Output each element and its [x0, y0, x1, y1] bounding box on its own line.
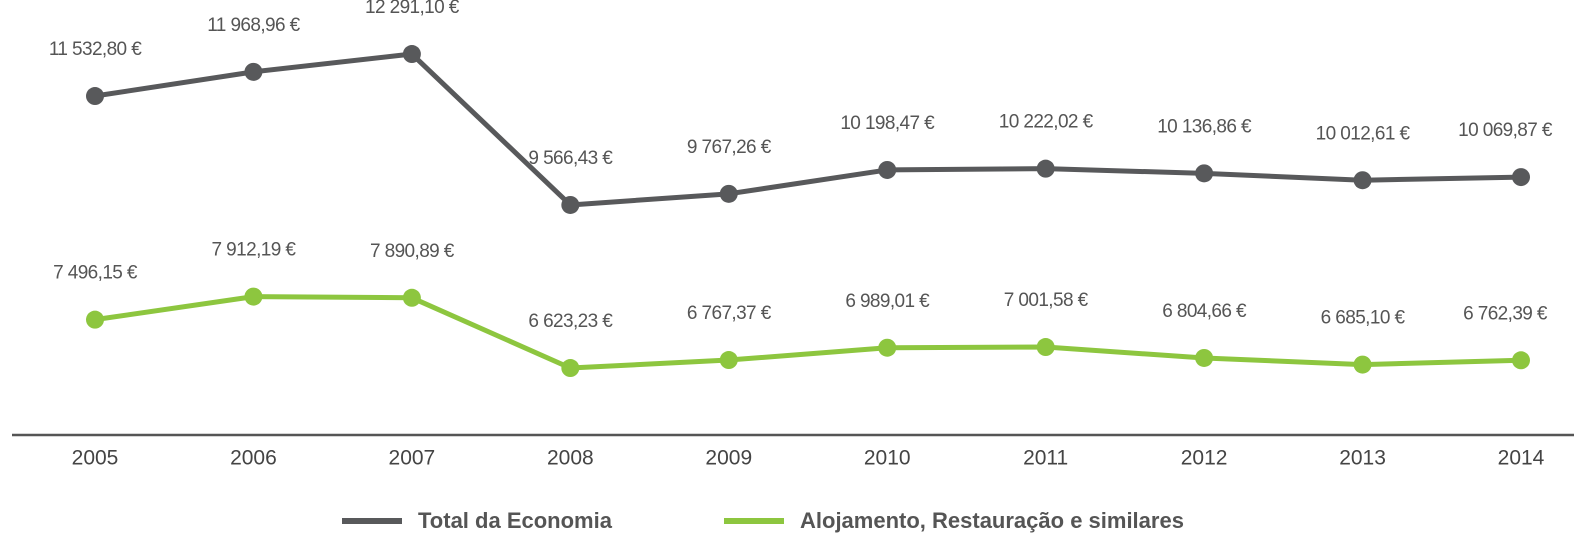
- data-point: [402, 45, 421, 64]
- x-tick-label: 2005: [72, 447, 119, 470]
- data-label: 6 685,10 €: [1321, 308, 1406, 329]
- series-line: [94, 294, 1522, 371]
- data-label: 11 532,80 €: [49, 39, 142, 60]
- data-point: [402, 288, 421, 307]
- data-point: [86, 87, 104, 106]
- data-label: 7 912,19 €: [212, 240, 297, 261]
- data-label: 12 291,10 €: [365, 0, 460, 18]
- data-point: [561, 359, 580, 378]
- data-point: [1353, 171, 1372, 190]
- data-point: [244, 62, 263, 81]
- x-tick-label: 2008: [547, 447, 594, 470]
- data-point: [1036, 338, 1055, 357]
- data-label: 7 890,89 €: [370, 241, 455, 262]
- data-point: [1195, 164, 1214, 183]
- x-tick-label: 2012: [1181, 447, 1228, 470]
- data-label: 9 566,43 €: [528, 148, 613, 169]
- data-point: [1512, 351, 1530, 370]
- data-label: 10 069,87 €: [1458, 120, 1553, 141]
- x-tick-label: 2007: [389, 447, 436, 470]
- x-tick-label: 2006: [230, 447, 277, 470]
- data-point: [561, 195, 580, 214]
- data-label: 10 012,61 €: [1316, 123, 1411, 144]
- data-point: [1195, 348, 1214, 367]
- data-label: 6 767,37 €: [687, 303, 772, 324]
- x-tick-label: 2014: [1498, 447, 1545, 470]
- data-label: 10 222,02 €: [999, 112, 1094, 133]
- data-label: 6 623,23 €: [528, 311, 613, 332]
- x-tick-label: 2013: [1339, 447, 1386, 470]
- series-line: [94, 51, 1522, 208]
- data-point: [878, 160, 897, 179]
- legend-label: Alojamento, Restauração e similares: [800, 508, 1184, 533]
- legend-label: Total da Economia: [418, 508, 613, 533]
- data-point: [1353, 355, 1372, 374]
- data-point: [1512, 168, 1530, 187]
- data-label: 10 198,47 €: [840, 113, 935, 134]
- data-point: [1036, 159, 1055, 178]
- data-label: 9 767,26 €: [687, 137, 772, 158]
- data-point: [86, 310, 104, 329]
- data-point: [878, 338, 897, 357]
- data-point: [719, 184, 738, 203]
- data-point: [244, 287, 263, 306]
- x-tick-label: 2010: [864, 447, 911, 470]
- data-label: 6 804,66 €: [1162, 301, 1247, 322]
- x-tick-label: 2009: [705, 447, 752, 470]
- data-point: [719, 351, 738, 370]
- data-label: 10 136,86 €: [1157, 116, 1252, 137]
- data-label: 7 496,15 €: [53, 263, 138, 284]
- data-label: 6 762,39 €: [1463, 303, 1548, 324]
- data-label: 7 001,58 €: [1004, 290, 1089, 311]
- data-label: 6 989,01 €: [845, 291, 930, 312]
- data-label: 11 968,96 €: [207, 15, 300, 36]
- x-tick-label: 2011: [1023, 447, 1068, 470]
